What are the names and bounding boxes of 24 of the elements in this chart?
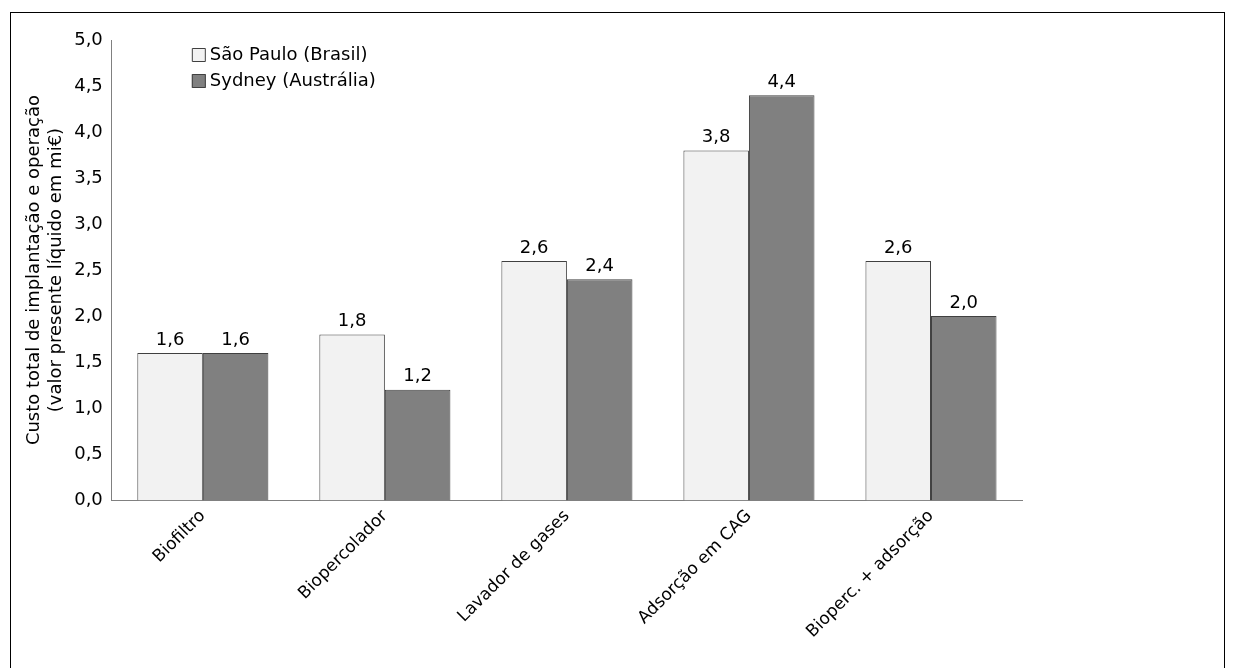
data-label: 1,2	[403, 364, 432, 386]
data-label: 1,6	[155, 327, 185, 349]
legend-label: São Paulo (Brasil)	[209, 42, 368, 64]
data-label: 1,8	[337, 309, 367, 331]
y-tick-label: 5,0	[74, 27, 103, 49]
y-tick-label: 0,5	[74, 441, 103, 463]
y-tick-label: 3,5	[74, 165, 103, 187]
data-label: 2,4	[585, 253, 614, 275]
y-tick-label: 1,0	[74, 395, 103, 417]
legend-label: Sydney (Austrália)	[209, 68, 376, 90]
data-label: 2,6	[519, 235, 549, 257]
y-tick-label: 2,0	[74, 303, 103, 325]
y-axis-title: Custo total de implantação e operação (valor presente líquido em mi€)	[22, 95, 66, 446]
data-label: 4,4	[767, 69, 797, 91]
y-tick-label: 3,0	[74, 211, 103, 233]
y-tick-label: 4,5	[74, 73, 103, 95]
y-tick-label: 2,5	[74, 257, 103, 279]
data-label: 2,0	[949, 290, 979, 312]
data-label: 2,6	[883, 235, 913, 257]
y-tick-label: 1,5	[74, 349, 103, 371]
y-tick-label: 4,0	[74, 119, 103, 141]
data-label: 3,8	[701, 125, 731, 147]
data-label: 1,6	[221, 327, 250, 349]
y-tick-label: 0,0	[74, 487, 103, 509]
